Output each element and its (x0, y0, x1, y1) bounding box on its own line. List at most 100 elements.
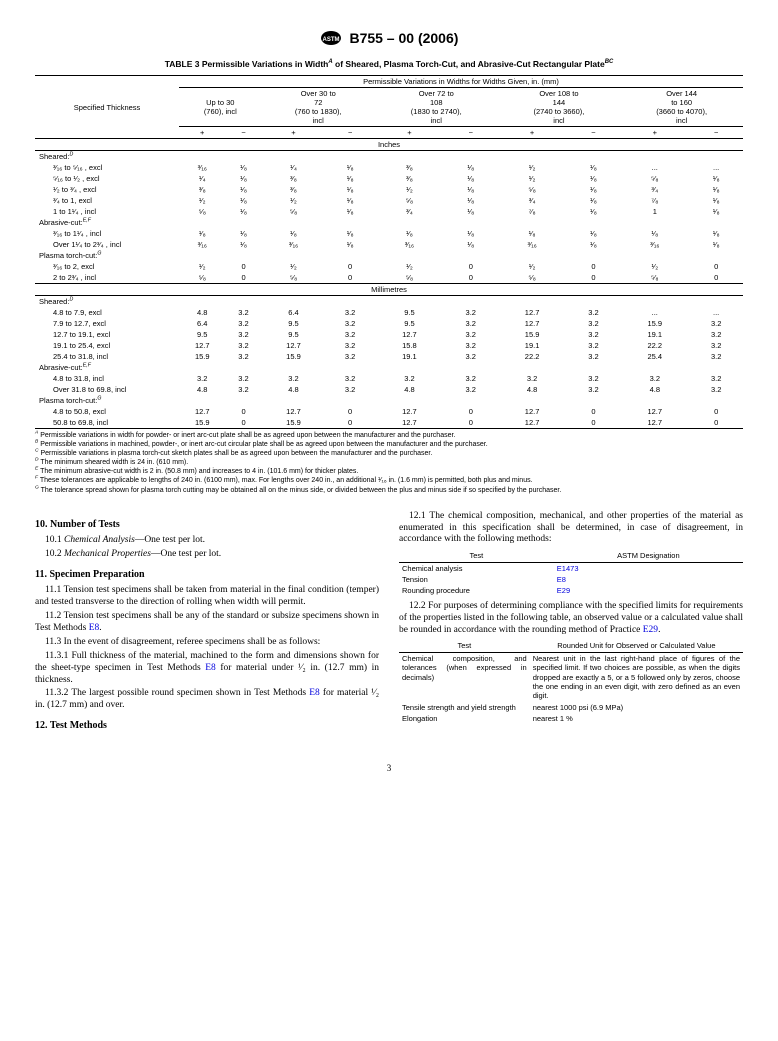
cell: 12.7 (262, 406, 326, 417)
cell: 0 (689, 272, 743, 284)
cell: 12.7 (179, 406, 225, 417)
pm-header: + (179, 127, 225, 139)
cell: ¹⁄₈ (225, 239, 261, 250)
cell: 3.2 (225, 329, 261, 340)
cell: 0 (444, 261, 498, 272)
col-header: Over 108 to 144 (2740 to 3660), incl (498, 88, 621, 127)
page-number: 3 (35, 763, 743, 773)
cell: 3.2 (689, 340, 743, 351)
row-label: ³⁄₄ to 1, excl (35, 195, 179, 206)
row-label: 4.8 to 31.8, incl (35, 373, 179, 384)
cell: ¹⁄₈ (567, 173, 621, 184)
row-label: ⁵⁄₁₆ to ¹⁄₂ , excl (35, 173, 179, 184)
cell: ³⁄₄ (498, 195, 567, 206)
footnotes: A Permissible variations in width for po… (35, 431, 743, 495)
cell: 12.7 (375, 417, 444, 429)
link-e8-3[interactable]: E8 (309, 688, 320, 698)
table-title: TABLE 3 Permissible Variations in WidthA… (35, 59, 743, 69)
cell: 0 (567, 261, 621, 272)
cell: 3.2 (689, 329, 743, 340)
cell: ... (689, 307, 743, 318)
cell: 3.2 (567, 307, 621, 318)
cell: 12.7 (498, 318, 567, 329)
link-e8-1[interactable]: E8 (89, 623, 100, 633)
cell: 0 (567, 406, 621, 417)
cell: ... (620, 162, 689, 173)
cell: ¹⁄₈ (325, 206, 375, 217)
cell: ¹⁄₈ (325, 184, 375, 195)
pm-header: + (262, 127, 326, 139)
cell: 4.8 (620, 384, 689, 395)
m2-h2: Rounded Unit for Observed or Calculated … (530, 640, 743, 652)
cell: 22.2 (498, 351, 567, 362)
cell: ¹⁄₈ (689, 173, 743, 184)
cell: 0 (225, 272, 261, 284)
cell: ³⁄₈ (375, 162, 444, 173)
cell: 3.2 (225, 373, 261, 384)
cell: 0 (225, 261, 261, 272)
cell: 3.2 (567, 329, 621, 340)
cell: 4.8 (375, 384, 444, 395)
cell: 15.9 (262, 417, 326, 429)
m2-h1: Test (399, 640, 530, 652)
cell: ⁵⁄₈ (620, 173, 689, 184)
cell: 3.2 (444, 384, 498, 395)
cell: 3.2 (498, 373, 567, 384)
link-e1473[interactable]: E1473 (557, 564, 579, 573)
cell: 3.2 (225, 318, 261, 329)
group-label: Abrasive-cut:E,F (35, 362, 743, 373)
cell: 12.7 (498, 406, 567, 417)
pm-header: − (225, 127, 261, 139)
cell: ¹⁄₈ (325, 173, 375, 184)
cell: ⁵⁄₈ (262, 272, 326, 284)
cell: 3.2 (444, 318, 498, 329)
cell: ¹⁄₂ (179, 195, 225, 206)
link-e8-2[interactable]: E8 (205, 663, 216, 673)
cell: ¹⁄₈ (225, 173, 261, 184)
cell: ⁵⁄₈ (375, 272, 444, 284)
pm-header: − (444, 127, 498, 139)
row-label: 4.8 to 50.8, excl (35, 406, 179, 417)
unit-row: Millimetres (35, 284, 743, 296)
group-label: Sheared:D (35, 296, 743, 308)
cell: 9.5 (179, 329, 225, 340)
cell: ¹⁄₈ (325, 239, 375, 250)
cell: 3.2 (689, 373, 743, 384)
link-e8-4[interactable]: E8 (557, 575, 566, 584)
title-text-1: TABLE 3 Permissible Variations in Width (165, 59, 329, 69)
cell: ⁵⁄₈ (179, 272, 225, 284)
cell: 3.2 (567, 318, 621, 329)
p-11-3-2: 11.3.2 The largest possible round specim… (35, 688, 379, 712)
cell: ¹⁄₈ (225, 195, 261, 206)
cell: ... (620, 307, 689, 318)
cell: 4.8 (498, 384, 567, 395)
t8: . (658, 625, 660, 635)
pm-header: − (689, 127, 743, 139)
cell: ³⁄₁₆ (179, 162, 225, 173)
t7: 12.2 For purposes of determining complia… (399, 601, 743, 635)
p-10-1: 10.1 Chemical Analysis—One test per lot. (35, 535, 379, 547)
cell: ¹⁄₈ (689, 206, 743, 217)
p-11-1: 11.1 Tension test specimens shall be tak… (35, 585, 379, 609)
pm-header: − (325, 127, 375, 139)
cell: ⁵⁄₈ (498, 272, 567, 284)
cell: 3.2 (567, 340, 621, 351)
link-e29-1[interactable]: E29 (557, 586, 570, 595)
row-label: 4.8 to 7.9, excl (35, 307, 179, 318)
pm-header: − (567, 127, 621, 139)
row-label: 7.9 to 12.7, excl (35, 318, 179, 329)
cell: 3.2 (444, 373, 498, 384)
cell: 3.2 (375, 373, 444, 384)
row-label: 50.8 to 69.8, incl (35, 417, 179, 429)
cell: ¹⁄₂ (498, 261, 567, 272)
link-e29-2[interactable]: E29 (643, 625, 658, 635)
cell: ¹⁄₈ (689, 228, 743, 239)
main-table: Specified Thickness Permissible Variatio… (35, 75, 743, 429)
cell: ³⁄₁₆ (620, 239, 689, 250)
p-12-1: 12.1 The chemical composition, mechanica… (399, 511, 743, 547)
cell: 0 (444, 272, 498, 284)
cell: 15.9 (179, 351, 225, 362)
p-11-3-1: 11.3.1 Full thickness of the material, m… (35, 651, 379, 687)
cell: ¹⁄₈ (567, 206, 621, 217)
cell: 4.8 (179, 307, 225, 318)
